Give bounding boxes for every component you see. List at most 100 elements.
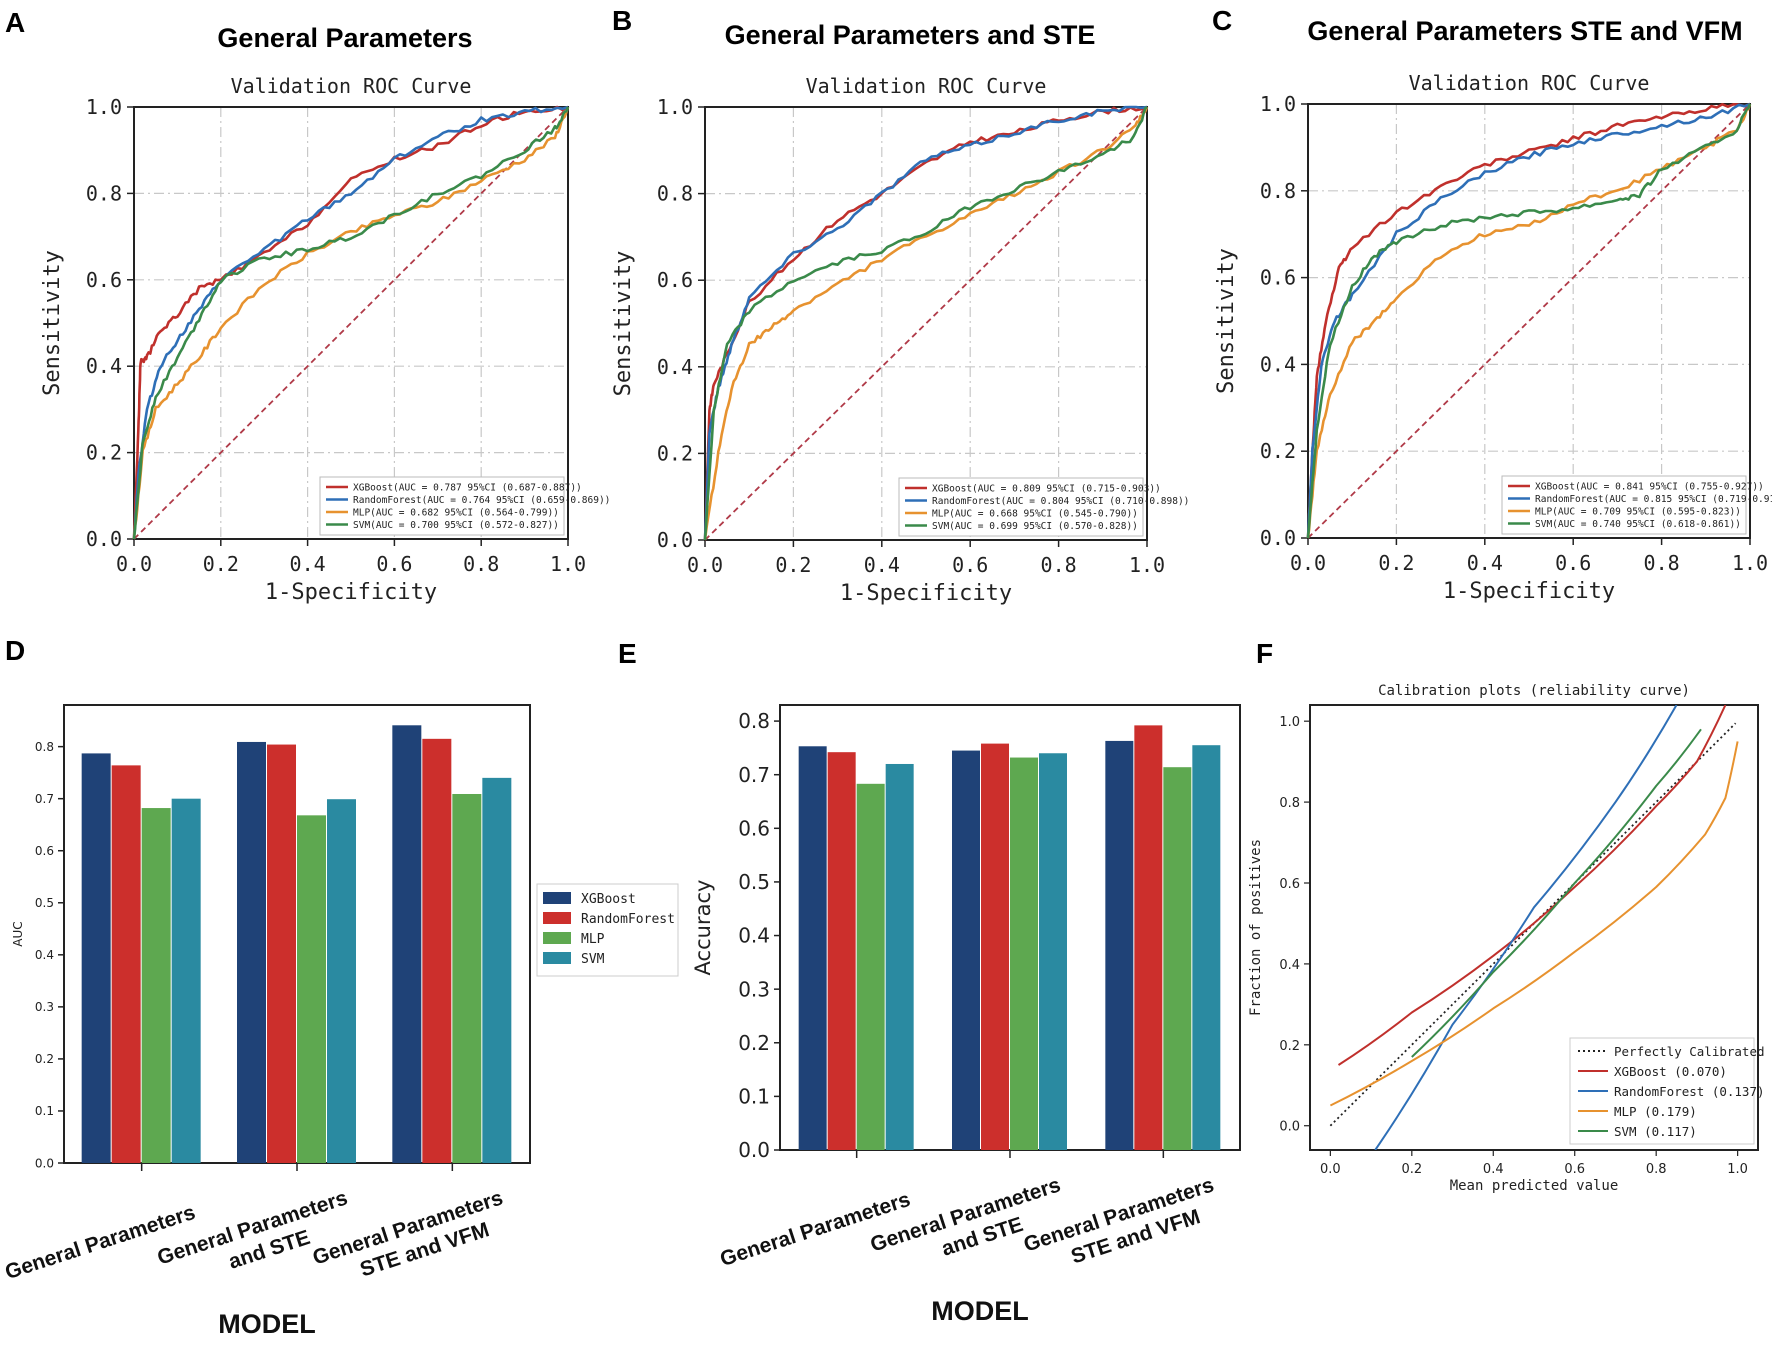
bar-svm-2-E xyxy=(1039,753,1067,1150)
y-tick-label-E: 0.8 xyxy=(738,709,770,733)
panel-letter-F: F xyxy=(1256,638,1273,669)
panel-title-A: General Parameters xyxy=(217,23,472,53)
roc-chart-B: Validation ROC Curve 0.00.0 0.2 0.2 0.4 0.4 0.… xyxy=(611,74,1189,606)
y-tick-label-B: 0.4 xyxy=(657,355,693,379)
calibration-line-mlp xyxy=(1329,741,1739,1107)
bar-mlp-2-D xyxy=(297,815,326,1163)
legend-label-randomforest-F: RandomForest (0.137) xyxy=(1614,1084,1765,1099)
x-tick-label-F: 0.0 xyxy=(1320,1162,1341,1177)
y-tick-label-E: 0.3 xyxy=(738,977,770,1001)
bar-svm-3-D xyxy=(482,777,512,1163)
y-tick-label-B: 0.2 xyxy=(657,441,693,465)
roc-line-svm-B xyxy=(703,105,1148,541)
legend-swatch-svm-D xyxy=(543,952,571,964)
x-tick-label-B: 0.6 xyxy=(952,553,988,577)
legend-label-mlp-F: MLP (0.179) xyxy=(1614,1104,1697,1119)
y-tick-label-A: 0.8 xyxy=(86,181,122,205)
panel-letter-C: C xyxy=(1212,5,1232,36)
legend-label-randomforest-C: RandomForest(AUC = 0.815 95%CI (0.719-0.… xyxy=(1535,494,1772,505)
x-tick-label-B: 0.4 xyxy=(864,553,900,577)
bar-xgboost-3-E xyxy=(1105,740,1134,1150)
x-axis-label-D: MODEL xyxy=(218,1309,316,1339)
x-tick-label-C: 1.0 xyxy=(1732,551,1768,575)
bar-xgboost-2-E xyxy=(952,750,980,1150)
bar-randomforest-1-D xyxy=(111,765,141,1163)
plot-frame-F xyxy=(1309,704,1759,1151)
legend-label-svm-B: SVM(AUC = 0.699 95%CI (0.570-0.828)) xyxy=(932,521,1138,532)
x-tick-label-C: 0.8 xyxy=(1644,551,1680,575)
x-tick-label-C: 0.0 xyxy=(1290,551,1326,575)
legend-label-svm-F: SVM (0.117) xyxy=(1614,1124,1697,1139)
y-axis-label-F: Fraction of positives xyxy=(1248,839,1264,1016)
x-tick-label-B: 0.2 xyxy=(775,553,811,577)
y-tick-label-E: 0.4 xyxy=(738,924,770,948)
calibration-line-svm xyxy=(1411,728,1702,1058)
y-tick-label-C: 0.8 xyxy=(1260,179,1296,203)
y-tick-label-C: 0.0 xyxy=(1260,526,1296,550)
x-tick-label-A: 0.4 xyxy=(290,552,326,576)
x-tick-label-B: 0.0 xyxy=(687,553,723,577)
bar-mlp-3-D xyxy=(452,793,482,1163)
legend-swatch-mlp-D xyxy=(543,932,571,944)
y-tick-label-D: 0.6 xyxy=(35,844,54,858)
y-tick-label-B: 0.0 xyxy=(657,528,693,552)
roc-line-mlp-B xyxy=(703,106,1149,541)
y-tick-label-B: 0.8 xyxy=(657,182,693,206)
y-tick-label-A: 0.6 xyxy=(86,268,122,292)
legend-label-randomforest-A: RandomForest(AUC = 0.764 95%CI (0.659-0.… xyxy=(353,495,610,506)
legend-label-xgboost-F: XGBoost (0.070) xyxy=(1614,1064,1727,1079)
chart-subtitle-A: Validation ROC Curve xyxy=(231,74,472,98)
x-tick-label-B: 1.0 xyxy=(1129,553,1165,577)
x-axis-label-E: MODEL xyxy=(931,1296,1029,1326)
y-tick-label-D: 0.7 xyxy=(35,792,54,806)
bar-xgboost-2-D xyxy=(237,741,266,1163)
x-tick-label-C: 0.4 xyxy=(1467,551,1503,575)
bar-mlp-1-E xyxy=(856,783,885,1150)
legend-label-mlp-D: MLP xyxy=(581,932,605,947)
legend-label-svm-C: SVM(AUC = 0.740 95%CI (0.618-0.861)) xyxy=(1535,519,1741,530)
legend-label-mlp-C: MLP(AUC = 0.709 95%CI (0.595-0.823)) xyxy=(1535,507,1741,518)
y-tick-label-F: 0.0 xyxy=(1279,1120,1300,1135)
plot-frame-A xyxy=(133,106,569,540)
bar-mlp-3-E xyxy=(1163,767,1192,1150)
y-axis-label-A: Sensitivity xyxy=(40,250,65,396)
legend-box-C xyxy=(1501,475,1747,535)
legend-label-xgboost-B: XGBoost(AUC = 0.809 95%CI (0.715-0.903)) xyxy=(932,484,1161,495)
x-tick-label-B: 0.8 xyxy=(1041,553,1077,577)
y-tick-label-A: 1.0 xyxy=(86,95,122,119)
roc-line-randomforest-A xyxy=(132,105,569,540)
plot-frame-B xyxy=(704,106,1148,541)
y-tick-label-E: 0.0 xyxy=(738,1138,770,1162)
chart-subtitle-B: Validation ROC Curve xyxy=(806,74,1047,98)
y-axis-label-B: Sensitivity xyxy=(611,251,636,397)
roc-chart-A: Validation ROC Curve 0.00.0 0.2 0.2 0.4 0.4 0.… xyxy=(40,74,610,605)
x-tick-label-F: 0.6 xyxy=(1564,1162,1585,1177)
y-tick-label-B: 1.0 xyxy=(657,95,693,119)
y-tick-label-A: 0.0 xyxy=(86,527,122,551)
y-tick-label-E: 0.7 xyxy=(738,763,770,787)
x-tick-label-C: 0.2 xyxy=(1378,551,1414,575)
y-tick-label-C: 0.2 xyxy=(1260,439,1296,463)
y-axis-label-E: Accuracy xyxy=(691,880,715,976)
chance-diagonal-B xyxy=(704,106,1148,541)
bar-xgboost-1-E xyxy=(798,746,827,1150)
y-tick-label-E: 0.1 xyxy=(738,1085,770,1109)
roc-chart-C: Validation ROC Curve 0.00.0 0.2 0.2 0.4 0.4 0.… xyxy=(1214,71,1772,604)
y-tick-label-A: 0.4 xyxy=(86,354,122,378)
y-axis-label-C: Sensitivity xyxy=(1214,248,1239,394)
legend-label-xgboost-C: XGBoost(AUC = 0.841 95%CI (0.755-0.927)) xyxy=(1535,482,1764,493)
legend-label-xgboost-A: XGBoost(AUC = 0.787 95%CI (0.687-0.887)) xyxy=(353,483,582,494)
y-tick-label-D: 0.4 xyxy=(35,948,54,962)
panel-letter-D: D xyxy=(5,635,25,666)
panel-letter-E: E xyxy=(618,638,637,669)
roc-line-svm-A xyxy=(132,106,570,540)
chance-diagonal-C xyxy=(1307,103,1751,539)
bar-svm-2-D xyxy=(327,799,356,1163)
roc-line-xgboost-C xyxy=(1306,102,1751,539)
y-tick-label-B: 0.6 xyxy=(657,268,693,292)
chart-subtitle-C: Validation ROC Curve xyxy=(1409,71,1650,95)
legend-swatch-xgboost-D xyxy=(543,892,571,904)
x-axis-label-F: Mean predicted value xyxy=(1450,1178,1619,1194)
